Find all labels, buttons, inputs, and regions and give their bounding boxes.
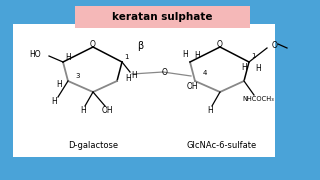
- Text: 3: 3: [76, 73, 80, 79]
- Text: H: H: [255, 64, 261, 73]
- Text: O: O: [272, 40, 278, 50]
- FancyBboxPatch shape: [13, 24, 275, 157]
- Text: O: O: [162, 68, 168, 76]
- Text: NHCOCH₃: NHCOCH₃: [242, 96, 274, 102]
- Text: H: H: [56, 80, 62, 89]
- Text: O: O: [90, 39, 96, 48]
- Text: GlcNAc-6-sulfate: GlcNAc-6-sulfate: [187, 141, 257, 150]
- Text: H: H: [207, 105, 213, 114]
- Text: H: H: [241, 62, 247, 71]
- FancyBboxPatch shape: [75, 6, 250, 28]
- Text: H: H: [80, 105, 86, 114]
- Text: OH: OH: [101, 105, 113, 114]
- Text: β: β: [137, 41, 143, 51]
- Text: keratan sulphate: keratan sulphate: [112, 12, 213, 22]
- Text: H: H: [51, 96, 57, 105]
- Text: H: H: [194, 51, 200, 60]
- Text: H: H: [125, 73, 131, 82]
- Text: HO: HO: [29, 50, 41, 59]
- Text: O: O: [217, 39, 223, 48]
- Text: 1: 1: [251, 53, 255, 59]
- Text: H: H: [65, 53, 71, 62]
- Text: H: H: [182, 50, 188, 59]
- Text: H: H: [131, 71, 137, 80]
- Text: D-galactose: D-galactose: [68, 141, 118, 150]
- Text: 4: 4: [203, 70, 207, 76]
- Text: OH: OH: [186, 82, 198, 91]
- Text: 1: 1: [124, 54, 128, 60]
